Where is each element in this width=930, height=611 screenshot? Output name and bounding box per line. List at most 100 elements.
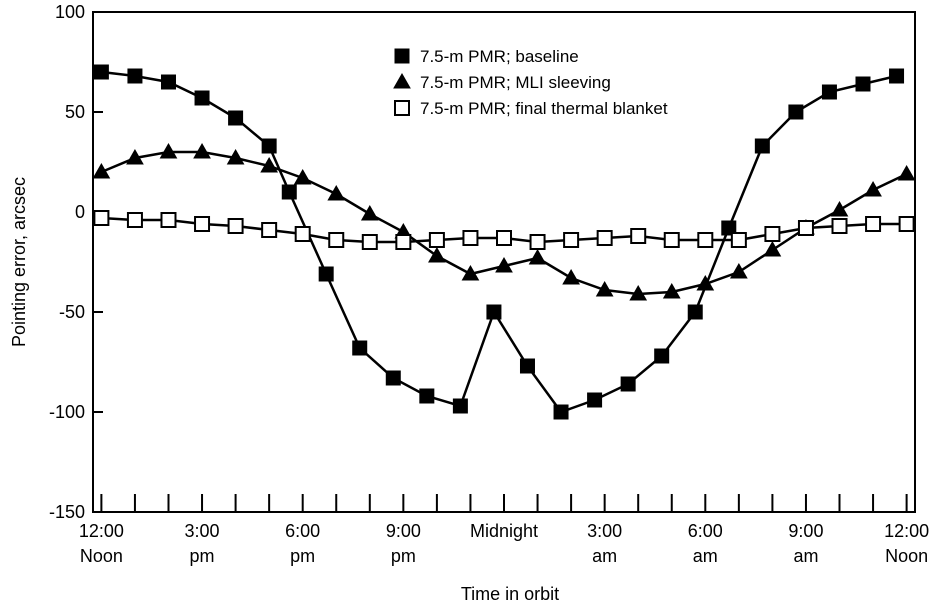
baseline-point bbox=[261, 138, 277, 154]
mli-sleeving-point bbox=[293, 168, 312, 185]
thermal-blanket-point bbox=[764, 226, 781, 242]
x-tick-label: 9:00 bbox=[386, 521, 421, 541]
x-tick-label-line2: am bbox=[793, 546, 818, 566]
x-tick-label: 6:00 bbox=[688, 521, 723, 541]
thermal-blanket-point bbox=[596, 230, 613, 246]
thermal-blanket-point bbox=[126, 212, 143, 228]
baseline-point bbox=[127, 68, 143, 84]
thermal-blanket-point bbox=[630, 228, 647, 244]
mli-sleeving-point bbox=[126, 148, 144, 165]
thermal-blanket-point bbox=[496, 230, 512, 246]
mli-sleeving-point bbox=[562, 268, 580, 285]
thermal-blanket-point bbox=[328, 232, 345, 248]
mli-sleeving-point bbox=[763, 240, 782, 257]
baseline-point bbox=[889, 68, 905, 84]
mli-sleeving-point bbox=[864, 180, 882, 197]
legend-item: 7.5-m PMR; final thermal blanket bbox=[394, 99, 668, 118]
x-tick-label-line2: am bbox=[592, 546, 617, 566]
baseline-point bbox=[553, 404, 569, 420]
thermal-blanket-point bbox=[93, 210, 110, 226]
mli-sleeving-point bbox=[830, 200, 849, 217]
thermal-blanket-series bbox=[93, 210, 915, 250]
x-tick-label: 6:00 bbox=[285, 521, 320, 541]
thermal-blanket-point bbox=[462, 230, 479, 246]
thermal-blanket-point bbox=[294, 226, 311, 242]
mli-sleeving-point bbox=[393, 72, 411, 89]
baseline-point bbox=[385, 370, 401, 386]
mli-sleeving-point bbox=[428, 246, 446, 263]
baseline-point bbox=[754, 138, 770, 154]
thermal-blanket-point bbox=[563, 232, 580, 248]
thermal-blanket-point bbox=[428, 232, 445, 248]
thermal-blanket-point bbox=[529, 234, 546, 250]
thermal-blanket-point bbox=[865, 216, 882, 232]
thermal-blanket-point bbox=[261, 222, 278, 238]
mli-sleeving-point bbox=[696, 274, 715, 291]
mli-sleeving-series bbox=[92, 142, 916, 301]
series-layer bbox=[92, 64, 916, 420]
x-axis-ticks: 12:00 Noon 3:00 pm 6:00 pm 9:00 pm Midnight 3:00 a… bbox=[79, 494, 929, 566]
baseline-point bbox=[281, 184, 297, 200]
x-tick-label: 3:00 bbox=[185, 521, 220, 541]
series-line bbox=[100, 150, 908, 296]
baseline-point bbox=[318, 266, 334, 282]
legend-item: 7.5-m PMR; MLI sleeving bbox=[393, 72, 611, 92]
y-axis-title: Pointing error, arcsec bbox=[9, 177, 29, 347]
legend-item: 7.5-m PMR; baseline bbox=[394, 47, 579, 66]
x-tick-label: 9:00 bbox=[788, 521, 823, 541]
thermal-blanket-point bbox=[395, 234, 412, 250]
mli-sleeving-point bbox=[360, 204, 379, 221]
y-tick-label: -150 bbox=[49, 502, 85, 522]
mli-sleeving-point bbox=[897, 164, 916, 181]
mli-sleeving-point bbox=[662, 282, 681, 299]
x-tick-label-line2: Noon bbox=[885, 546, 928, 566]
thermal-blanket-point bbox=[160, 212, 177, 228]
mli-sleeving-point bbox=[495, 256, 513, 273]
thermal-blanket-point bbox=[663, 232, 680, 248]
baseline-point bbox=[519, 358, 535, 374]
thermal-blanket-point bbox=[697, 232, 714, 248]
y-tick-label: 50 bbox=[65, 102, 85, 122]
baseline-point bbox=[687, 304, 703, 320]
baseline-point bbox=[855, 76, 871, 92]
baseline-point bbox=[160, 74, 176, 90]
baseline-point bbox=[394, 48, 410, 64]
thermal-blanket-point bbox=[898, 216, 915, 232]
thermal-blanket-point bbox=[730, 232, 747, 248]
mli-sleeving-point bbox=[528, 248, 547, 265]
baseline-point bbox=[788, 104, 804, 120]
legend: 7.5-m PMR; baseline 7.5-m PMR; MLI sleevi… bbox=[393, 47, 668, 118]
baseline-point bbox=[654, 348, 670, 364]
x-tick-label-line2: pm bbox=[391, 546, 416, 566]
baseline-point bbox=[821, 84, 837, 100]
legend-label: 7.5-m PMR; final thermal blanket bbox=[420, 99, 668, 118]
x-axis-title: Time in orbit bbox=[461, 584, 559, 604]
mli-sleeving-point bbox=[226, 148, 245, 165]
y-axis-ticks: 100 50 0 -50 -100 -150 bbox=[49, 2, 103, 522]
x-tick-label-line2: Noon bbox=[80, 546, 123, 566]
legend-label: 7.5-m PMR; MLI sleeving bbox=[420, 73, 611, 92]
y-tick-label: -100 bbox=[49, 402, 85, 422]
baseline-point bbox=[352, 340, 368, 356]
thermal-blanket-point bbox=[227, 218, 244, 234]
x-tick-label-line2: am bbox=[693, 546, 718, 566]
baseline-point bbox=[93, 64, 109, 80]
baseline-point bbox=[452, 398, 468, 414]
baseline-point bbox=[486, 304, 502, 320]
thermal-blanket-point bbox=[831, 218, 848, 234]
baseline-point bbox=[194, 90, 210, 106]
mli-sleeving-point bbox=[260, 156, 279, 173]
thermal-blanket-point bbox=[797, 220, 814, 236]
y-tick-label: 0 bbox=[75, 202, 85, 222]
baseline-series bbox=[93, 64, 905, 420]
mli-sleeving-point bbox=[327, 184, 346, 201]
baseline-point bbox=[721, 220, 737, 236]
y-tick-label: -50 bbox=[59, 302, 85, 322]
x-tick-label-line2: pm bbox=[190, 546, 215, 566]
mli-sleeving-point bbox=[595, 280, 614, 297]
mli-sleeving-point bbox=[92, 162, 111, 179]
baseline-point bbox=[419, 388, 435, 404]
mli-sleeving-point bbox=[159, 142, 178, 159]
